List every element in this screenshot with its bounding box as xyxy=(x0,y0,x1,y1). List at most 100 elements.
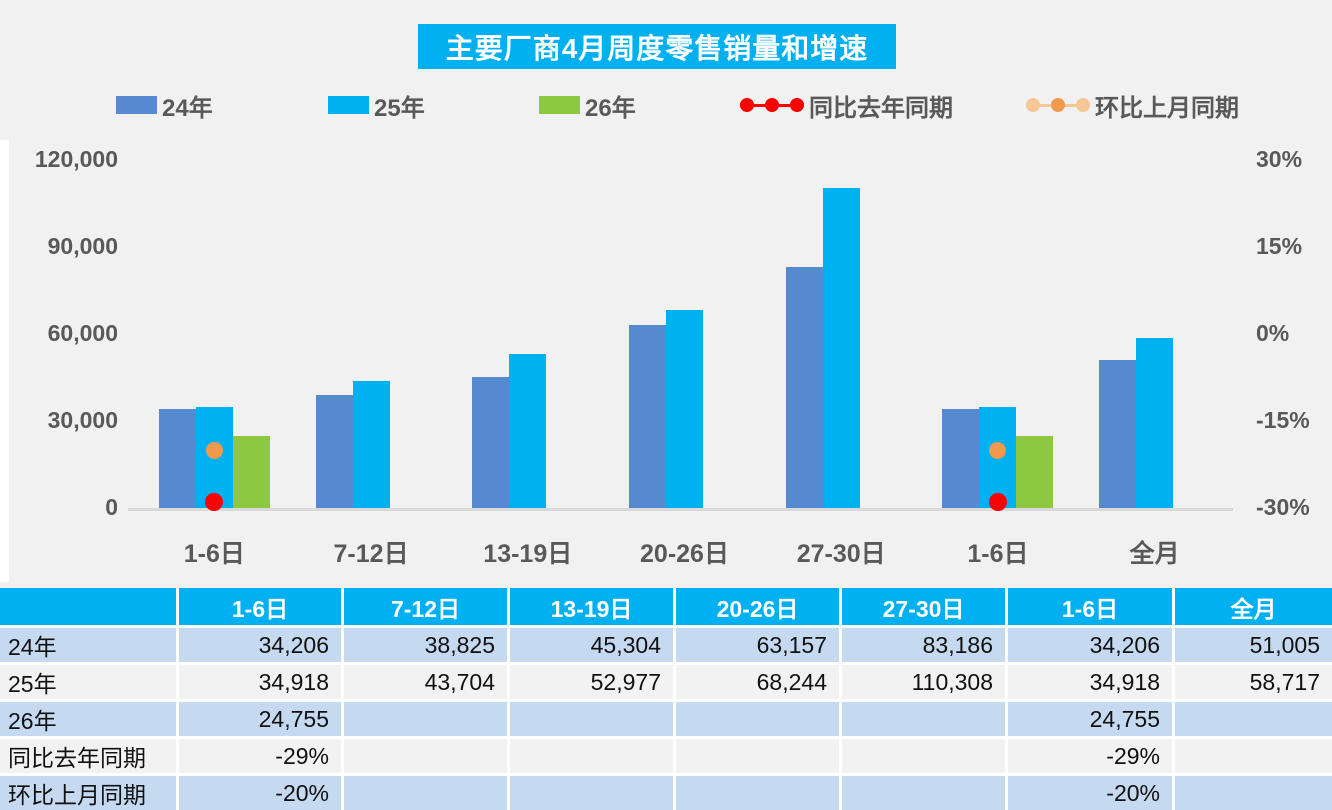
table-cell-r1-c0: 34,918 xyxy=(179,665,341,699)
legend-dot xyxy=(740,97,754,112)
table-cell-r4-c0: -20% xyxy=(179,776,341,810)
x-axis-label-c3: 20-26日 xyxy=(640,540,729,568)
legend-dotline-icon xyxy=(740,97,804,113)
table-header-cell-3: 13-19日 xyxy=(510,588,673,625)
table-cell-r0-c0: 34,206 xyxy=(179,628,341,662)
table-cell-r3-c2 xyxy=(510,739,673,773)
table-cell-r0-c5: 34,206 xyxy=(1008,628,1172,662)
bar-24年-c3 xyxy=(629,324,666,508)
table-header-cell-0 xyxy=(0,588,176,625)
legend-item-0: 24年 xyxy=(116,92,213,122)
bar-25年-c1 xyxy=(352,381,390,508)
legend-label: 25年 xyxy=(374,94,425,122)
table-cell-r3-c0: -29% xyxy=(179,739,341,773)
scatter-dot-环比上月同期-c0 xyxy=(205,441,223,459)
table-cell-r2-c5: 24,755 xyxy=(1008,702,1172,736)
bar-24年-c0 xyxy=(158,408,196,508)
table-cell-r1-c6: 58,717 xyxy=(1175,665,1332,699)
table-cell-r4-c5: -20% xyxy=(1008,776,1172,810)
bar-25年-c4 xyxy=(822,188,860,508)
table-cell-r3-c1 xyxy=(344,739,507,773)
table-cell-r2-c6 xyxy=(1175,702,1332,736)
bar-26年-c5 xyxy=(1016,436,1054,508)
legend-dot xyxy=(1076,97,1090,112)
table-row-label: 环比上月同期 xyxy=(0,776,176,810)
table-header-cell-5: 27-30日 xyxy=(842,588,1005,625)
table-header-cell-1: 1-6日 xyxy=(179,588,341,625)
bar-25年-c6 xyxy=(1136,337,1174,508)
table-cell-r2-c3 xyxy=(676,702,839,736)
scatter-dot-环比上月同期-c5 xyxy=(989,441,1007,459)
table-cell-r1-c2: 52,977 xyxy=(510,665,673,699)
table-cell-r3-c6 xyxy=(1175,739,1332,773)
table-header-cell-6: 1-6日 xyxy=(1008,588,1172,625)
legend-label: 24年 xyxy=(162,94,213,122)
right-axis-tick: 0% xyxy=(1256,320,1290,346)
right-axis-tick: -15% xyxy=(1256,407,1310,433)
table-cell-r1-c5: 34,918 xyxy=(1008,665,1172,699)
y-axis-tick: 30,000 xyxy=(47,407,118,433)
scatter-dot-同比去年同期-c0 xyxy=(205,493,224,512)
table-row-label: 同比去年同期 xyxy=(0,739,176,773)
table-cell-r4-c3 xyxy=(676,776,839,810)
table-row-label: 24年 xyxy=(0,628,176,662)
table-header-cell-4: 20-26日 xyxy=(676,588,839,625)
legend-swatch-icon xyxy=(328,96,369,114)
table-row-label: 26年 xyxy=(0,702,176,736)
y-axis-tick: 90,000 xyxy=(47,233,118,259)
legend-dot xyxy=(790,97,804,112)
legend-label: 环比上月同期 xyxy=(1095,94,1239,122)
table-cell-r2-c0: 24,755 xyxy=(179,702,341,736)
chart-title: 主要厂商4月周度零售销量和增速 xyxy=(418,24,896,69)
y-axis-tick: 0 xyxy=(105,494,118,520)
right-axis-tick: -30% xyxy=(1256,494,1310,520)
legend-item-3: 同比去年同期 xyxy=(740,92,953,122)
x-axis-label-c0: 1-6日 xyxy=(183,540,245,568)
legend-item-1: 25年 xyxy=(328,92,425,122)
legend-swatch-icon xyxy=(539,96,580,114)
table-cell-r3-c3 xyxy=(676,739,839,773)
x-axis-label-c2: 13-19日 xyxy=(483,540,573,568)
table-cell-r2-c2 xyxy=(510,702,673,736)
bar-25年-c2 xyxy=(509,354,547,508)
y-axis-tick: 60,000 xyxy=(47,320,118,346)
table-row-label: 25年 xyxy=(0,665,176,699)
table-cell-r0-c6: 51,005 xyxy=(1175,628,1332,662)
x-axis-baseline xyxy=(128,508,1233,511)
legend-item-2: 26年 xyxy=(539,92,636,122)
table-cell-r1-c4: 110,308 xyxy=(842,665,1005,699)
y-axis-tick: 120,000 xyxy=(34,146,118,172)
bar-25年-c3 xyxy=(666,310,703,508)
table-cell-r2-c1 xyxy=(344,702,507,736)
x-axis-label-c5: 1-6日 xyxy=(967,540,1029,568)
table-cell-r1-c3: 68,244 xyxy=(676,665,839,699)
right-axis-tick: 30% xyxy=(1256,146,1303,172)
legend-label: 同比去年同期 xyxy=(809,94,953,122)
table-cell-r3-c4 xyxy=(842,739,1005,773)
table-cell-r4-c1 xyxy=(344,776,507,810)
bar-24年-c5 xyxy=(942,408,980,508)
bar-24年-c6 xyxy=(1099,360,1137,508)
table-cell-r3-c5: -29% xyxy=(1008,739,1172,773)
legend-dot xyxy=(765,97,779,112)
legend-label: 26年 xyxy=(585,94,636,122)
right-axis-tick: 15% xyxy=(1256,233,1303,259)
table-cell-r0-c1: 38,825 xyxy=(344,628,507,662)
table-cell-r4-c6 xyxy=(1175,776,1332,810)
bar-24年-c2 xyxy=(472,376,510,508)
x-axis-label-c6: 全月 xyxy=(1129,540,1180,568)
table-cell-r4-c4 xyxy=(842,776,1005,810)
table-cell-r0-c4: 83,186 xyxy=(842,628,1005,662)
table-header-cell-7: 全月 xyxy=(1175,588,1332,625)
scatter-dot-同比去年同期-c5 xyxy=(988,493,1007,512)
table-cell-r0-c3: 63,157 xyxy=(676,628,839,662)
bar-26年-c0 xyxy=(232,436,270,508)
legend-dot xyxy=(1051,97,1065,112)
table-header-cell-2: 7-12日 xyxy=(344,588,507,625)
bar-24年-c4 xyxy=(785,266,823,508)
legend-swatch-icon xyxy=(116,96,157,114)
bar-24年-c1 xyxy=(315,395,353,508)
legend-item-4: 环比上月同期 xyxy=(1026,92,1239,122)
legend-dot xyxy=(1026,97,1040,112)
